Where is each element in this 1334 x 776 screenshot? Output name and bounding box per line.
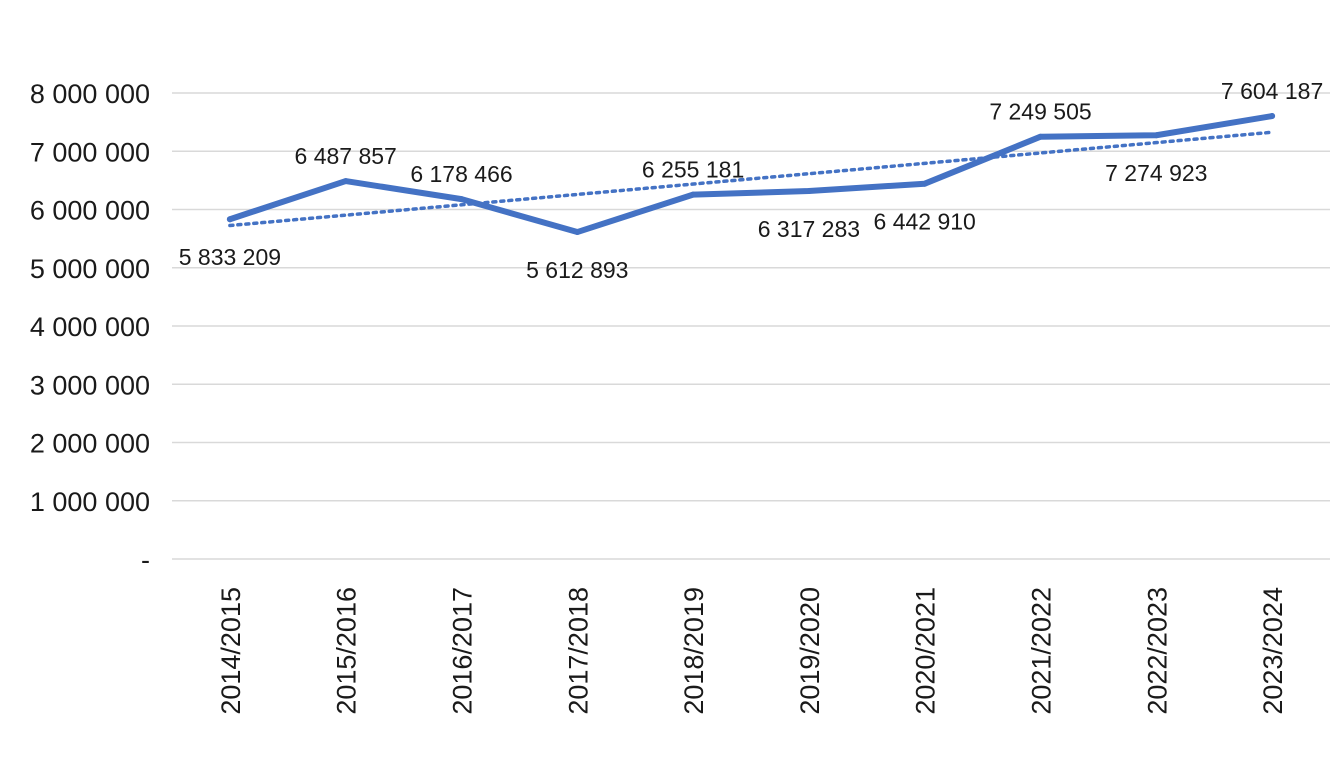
data-point: [805, 188, 812, 195]
data-label: 7 274 923: [1105, 160, 1207, 186]
x-tick-label: 2016/2017: [448, 587, 478, 715]
x-axis-tick-labels: 2014/2015 2015/2016 2016/2017 2017/2018 2018…: [216, 587, 1288, 715]
data-point: [342, 178, 349, 185]
y-tick-label: 7 000 000: [30, 137, 150, 167]
x-tick-label: 2022/2023: [1142, 587, 1172, 715]
data-point: [921, 180, 928, 187]
data-label: 6 317 283: [758, 216, 860, 242]
data-point: [1153, 132, 1160, 139]
x-tick-label: 2018/2019: [679, 587, 709, 715]
series-layer: [226, 113, 1276, 236]
y-axis-tick-labels: - 1 000 000 2 000 000 3 000 000 4 000 000 5 0…: [30, 79, 150, 575]
gridlines: [172, 92, 1330, 560]
x-tick-label: 2014/2015: [216, 587, 246, 715]
x-tick-label: 2021/2022: [1027, 587, 1057, 715]
data-label: 5 833 209: [179, 244, 281, 270]
data-label: 7 604 187: [1221, 78, 1323, 104]
x-tick-label: 2015/2016: [332, 587, 362, 715]
y-tick-label: 8 000 000: [30, 79, 150, 109]
data-point: [458, 196, 465, 203]
y-tick-label: 6 000 000: [30, 196, 150, 226]
x-tick-label: 2023/2024: [1258, 587, 1288, 715]
trendline: [228, 130, 1274, 228]
x-tick-label: 2019/2020: [795, 587, 825, 715]
y-tick-label: -: [141, 545, 150, 575]
data-point: [1269, 113, 1276, 120]
data-label: 7 249 505: [989, 99, 1091, 125]
data-label: 6 178 466: [410, 161, 512, 187]
data-point: [690, 191, 697, 198]
y-tick-label: 3 000 000: [30, 370, 150, 400]
trendline-layer: [228, 130, 1274, 228]
data-label: 5 612 893: [526, 257, 628, 283]
y-tick-label: 4 000 000: [30, 312, 150, 342]
data-point: [226, 216, 233, 223]
x-tick-label: 2020/2021: [911, 587, 941, 715]
y-tick-label: 2 000 000: [30, 429, 150, 459]
data-labels: 5 833 209 6 487 857 6 178 466 5 612 893 6 25…: [179, 78, 1324, 283]
series-line: [226, 113, 1276, 236]
data-label: 6 487 857: [295, 143, 397, 169]
y-tick-label: 5 000 000: [30, 254, 150, 284]
data-label: 6 442 910: [874, 209, 976, 235]
data-point: [1037, 133, 1044, 140]
data-point: [574, 229, 581, 236]
data-label: 6 255 181: [642, 157, 744, 183]
x-tick-label: 2017/2018: [563, 587, 593, 715]
y-tick-label: 1 000 000: [30, 487, 150, 517]
